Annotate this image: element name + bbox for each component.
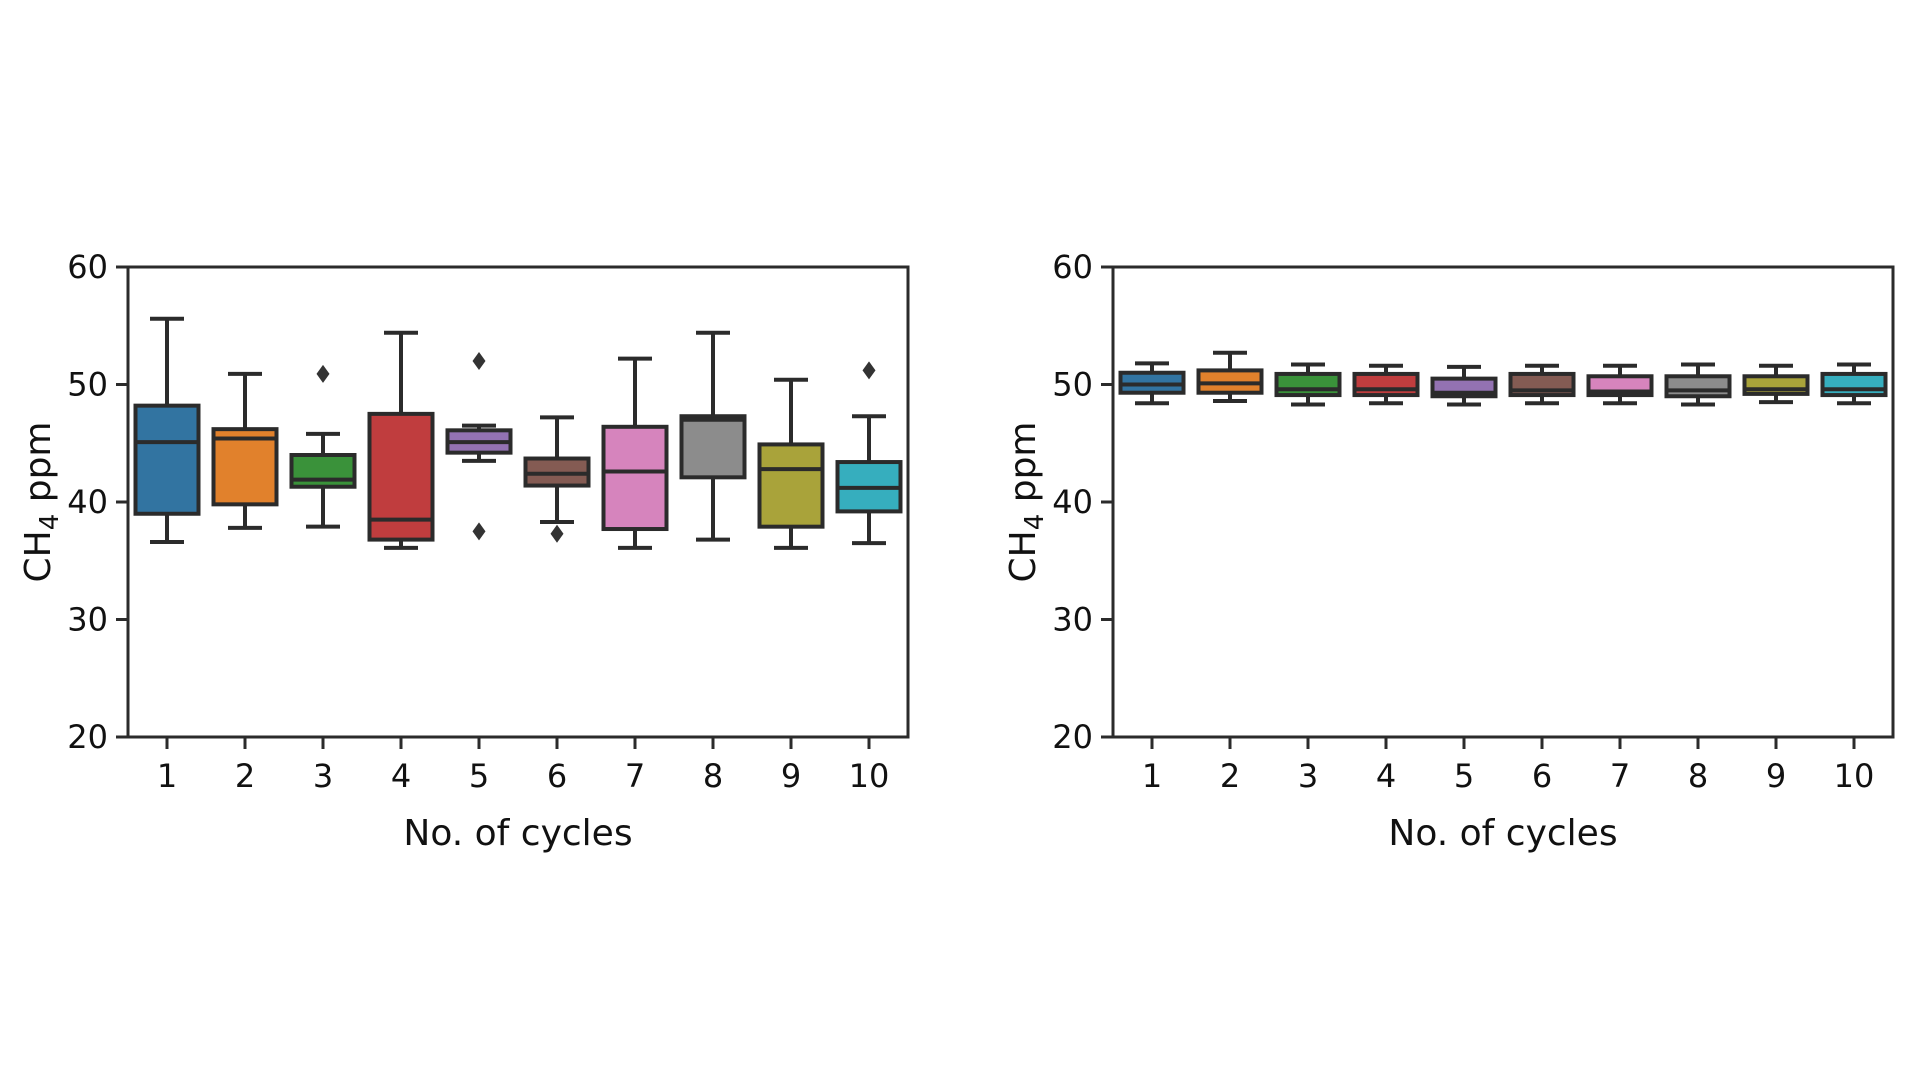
x-tick-label: 2 bbox=[1220, 757, 1240, 795]
box-cycle-4 bbox=[1352, 363, 1420, 406]
x-tick-label: 6 bbox=[547, 757, 567, 795]
box-cycle-9 bbox=[757, 377, 825, 550]
x-tick-label: 8 bbox=[1688, 757, 1708, 795]
box-cycle-6 bbox=[523, 415, 591, 543]
outlier-marker bbox=[316, 364, 330, 383]
y-tick-label: 60 bbox=[67, 248, 108, 286]
box-cycle-7 bbox=[1586, 363, 1654, 406]
x-tick-label: 2 bbox=[235, 757, 255, 795]
x-tick-label: 9 bbox=[1766, 757, 1786, 795]
outlier-marker bbox=[550, 524, 564, 543]
box-cycle-1 bbox=[133, 316, 201, 544]
iqr-box bbox=[1352, 371, 1420, 398]
box-cycle-6 bbox=[1508, 363, 1576, 406]
box-cycle-3 bbox=[289, 364, 357, 529]
box-cycle-5 bbox=[445, 352, 513, 541]
box-cycle-8 bbox=[679, 330, 747, 542]
x-tick-label: 7 bbox=[625, 757, 645, 795]
x-tick-label: 1 bbox=[1142, 757, 1162, 795]
y-axis-label: CH4 ppm bbox=[1003, 422, 1050, 583]
box-cycle-2 bbox=[1196, 350, 1264, 403]
box-cycle-10 bbox=[835, 361, 903, 546]
iqr-box bbox=[289, 453, 357, 489]
y-tick-label: 40 bbox=[1052, 483, 1093, 521]
x-tick-label: 3 bbox=[1298, 757, 1318, 795]
x-tick-label: 8 bbox=[703, 757, 723, 795]
iqr-box bbox=[1274, 371, 1342, 398]
y-axis-label: CH4 ppm bbox=[18, 422, 65, 583]
box-cycle-8 bbox=[1664, 362, 1732, 407]
x-tick-label: 4 bbox=[1376, 757, 1396, 795]
x-tick-label: 1 bbox=[157, 757, 177, 795]
iqr-box bbox=[1820, 371, 1888, 398]
x-tick-label: 10 bbox=[1834, 757, 1875, 795]
y-tick-label: 20 bbox=[67, 718, 108, 756]
x-tick-label: 4 bbox=[391, 757, 411, 795]
box-cycle-5 bbox=[1430, 364, 1498, 407]
y-tick-label: 40 bbox=[67, 483, 108, 521]
outlier-marker bbox=[862, 361, 876, 380]
x-tick-label: 5 bbox=[1454, 757, 1474, 795]
box-cycle-3 bbox=[1274, 362, 1342, 407]
box-cycle-10 bbox=[1820, 362, 1888, 406]
y-tick-label: 50 bbox=[1052, 366, 1093, 404]
left-boxplot: 20 30 40 50 60 1 2 3 4 5 6 7 8 9 10 No. of cycles CH4 pp… bbox=[18, 248, 910, 854]
x-tick-label: 6 bbox=[1532, 757, 1552, 795]
x-axis-label: No. of cycles bbox=[403, 813, 632, 854]
box-cycle-7 bbox=[601, 356, 669, 550]
iqr-box bbox=[1742, 374, 1810, 396]
outlier-marker bbox=[472, 522, 486, 541]
iqr-box bbox=[1664, 374, 1732, 399]
box-cycle-1 bbox=[1118, 361, 1186, 406]
x-tick-label: 9 bbox=[781, 757, 801, 795]
plot-area bbox=[126, 265, 910, 739]
iqr-box bbox=[211, 427, 279, 507]
x-axis-label: No. of cycles bbox=[1388, 813, 1617, 854]
iqr-box bbox=[133, 403, 201, 516]
y-tick-label: 60 bbox=[1052, 248, 1093, 286]
box-cycle-2 bbox=[211, 371, 279, 530]
x-tick-label: 5 bbox=[469, 757, 489, 795]
y-tick-label: 30 bbox=[1052, 601, 1093, 639]
plot-area bbox=[1111, 265, 1895, 739]
iqr-box bbox=[679, 414, 747, 480]
y-tick-label: 30 bbox=[67, 601, 108, 639]
box-cycle-4 bbox=[367, 330, 435, 550]
outlier-marker bbox=[472, 352, 486, 370]
x-tick-label: 7 bbox=[1610, 757, 1630, 795]
x-tick-label: 3 bbox=[313, 757, 333, 795]
iqr-box bbox=[601, 424, 669, 532]
x-tick-label: 10 bbox=[849, 757, 890, 795]
y-tick-label: 20 bbox=[1052, 718, 1093, 756]
iqr-box bbox=[757, 442, 825, 529]
box-cycle-9 bbox=[1742, 363, 1810, 405]
right-boxplot: 20 30 40 50 60 1 2 3 4 5 6 7 8 9 10 No. of cycles CH4 pp… bbox=[1003, 248, 1895, 854]
y-tick-label: 50 bbox=[67, 366, 108, 404]
